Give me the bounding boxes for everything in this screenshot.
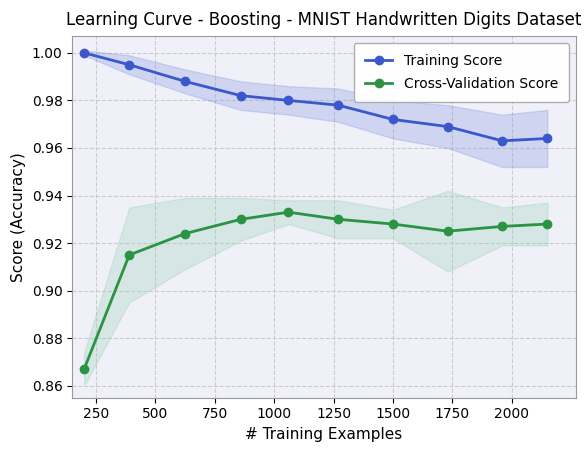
Cross-Validation Score <box>285 209 292 215</box>
Cross-Validation Score <box>80 366 87 372</box>
Cross-Validation Score <box>335 217 342 222</box>
Title: Learning Curve - Boosting - MNIST Handwritten Digits Dataset: Learning Curve - Boosting - MNIST Handwr… <box>66 11 582 29</box>
Training Score <box>80 50 87 56</box>
Cross-Validation Score <box>389 222 396 227</box>
Cross-Validation Score <box>237 217 244 222</box>
Cross-Validation Score <box>444 228 451 234</box>
Training Score <box>335 102 342 108</box>
Cross-Validation Score <box>181 231 188 236</box>
Training Score <box>444 124 451 129</box>
Training Score <box>126 62 133 67</box>
Cross-Validation Score <box>499 224 506 229</box>
X-axis label: # Training Examples: # Training Examples <box>245 427 403 442</box>
Training Score <box>544 136 551 141</box>
Line: Training Score: Training Score <box>80 49 552 145</box>
Training Score <box>499 138 506 144</box>
Legend: Training Score, Cross-Validation Score: Training Score, Cross-Validation Score <box>353 43 569 102</box>
Training Score <box>237 93 244 98</box>
Cross-Validation Score <box>126 252 133 258</box>
Training Score <box>285 98 292 103</box>
Training Score <box>389 117 396 122</box>
Y-axis label: Score (Accuracy): Score (Accuracy) <box>11 152 26 282</box>
Cross-Validation Score <box>544 222 551 227</box>
Line: Cross-Validation Score: Cross-Validation Score <box>80 208 552 373</box>
Training Score <box>181 79 188 84</box>
